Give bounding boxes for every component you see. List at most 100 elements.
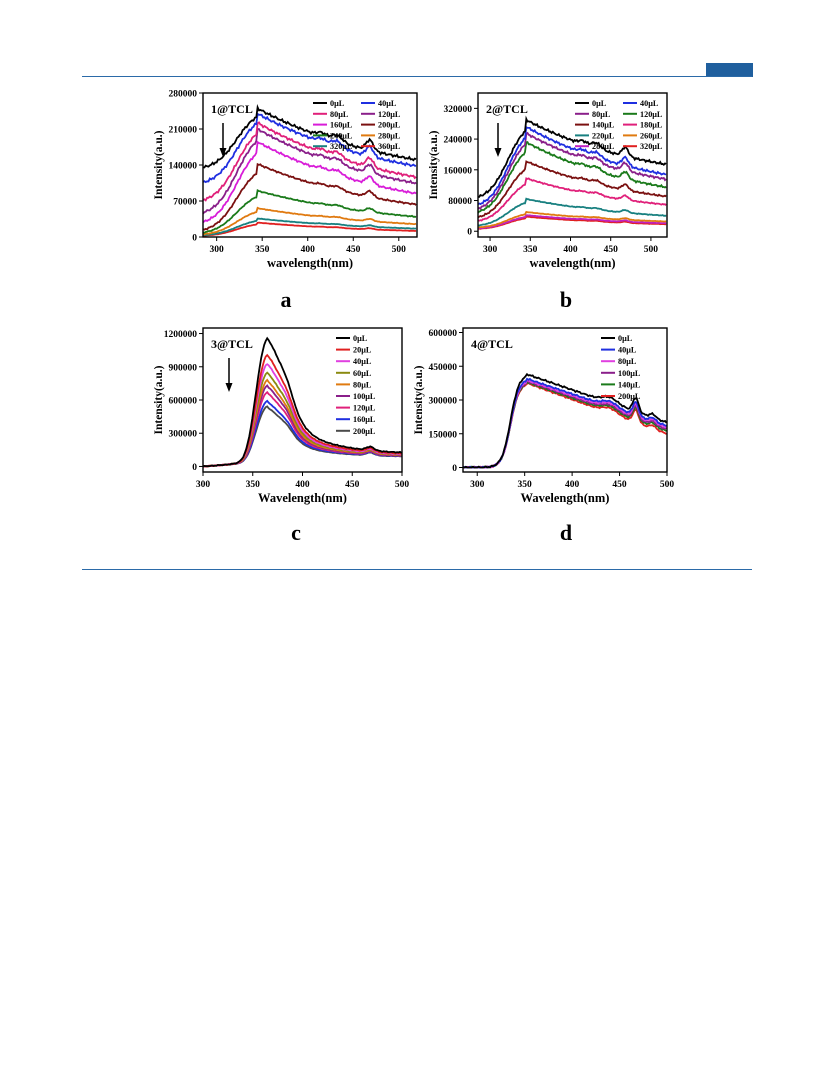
sample-annotation-c: 3@TCL bbox=[211, 337, 253, 351]
panel-letter-d: d bbox=[559, 520, 573, 545]
series-line-c-0 bbox=[202, 336, 402, 468]
x-tick-label-d-4: 500 bbox=[660, 480, 675, 490]
x-axis-label-d: Wavelength(nm) bbox=[521, 491, 610, 505]
y-tick-label-b-3: 240000 bbox=[444, 136, 473, 146]
y-tick-label-a-2: 140000 bbox=[169, 162, 198, 172]
series-line-b-2 bbox=[477, 131, 667, 211]
x-tick-label-b-0: 300 bbox=[483, 245, 498, 255]
legend-entry-b-4: 140μL bbox=[592, 121, 615, 130]
y-tick-label-b-0: 0 bbox=[467, 228, 472, 238]
legend-entry-a-2: 80μL bbox=[330, 110, 349, 119]
x-tick-label-a-1: 350 bbox=[255, 245, 270, 255]
header-rule bbox=[82, 76, 752, 77]
legend-entry-a-6: 240μL bbox=[330, 131, 353, 140]
y-tick-label-b-4: 320000 bbox=[444, 105, 473, 115]
chart-panel-a: 300 350 400 450 500 0 70000 140000 210000 280000 w… bbox=[150, 85, 425, 285]
legend-entry-c-1: 20μL bbox=[353, 346, 372, 355]
legend-entry-a-1: 40μL bbox=[378, 99, 397, 108]
series-line-a-8 bbox=[202, 217, 417, 237]
header-accent-tab bbox=[706, 63, 753, 77]
legend-entry-c-2: 40μL bbox=[353, 357, 372, 366]
x-tick-label-c-4: 500 bbox=[395, 480, 410, 490]
x-tick-label-a-2: 400 bbox=[301, 245, 316, 255]
x-axis-label-b: wavelength(nm) bbox=[529, 256, 615, 270]
y-axis-label-d: Intensity(a.u.) bbox=[413, 365, 425, 434]
sample-annotation-d: 4@TCL bbox=[471, 337, 513, 351]
legend-entry-a-3: 120μL bbox=[378, 110, 401, 119]
legend-entry-c-8: 200μL bbox=[353, 427, 376, 436]
chart-panel-c: 300 350 400 450 500 0 300000 600000 900000 120000… bbox=[150, 320, 410, 520]
series-line-a-1 bbox=[202, 112, 417, 184]
series-line-d-0 bbox=[463, 372, 668, 469]
y-tick-label-c-3: 900000 bbox=[169, 363, 198, 373]
y-tick-label-a-0: 0 bbox=[192, 234, 197, 244]
legend-entry-b-6: 220μL bbox=[592, 131, 615, 140]
legend-entry-b-3: 120μL bbox=[640, 110, 663, 119]
legend-entry-c-4: 80μL bbox=[353, 380, 372, 389]
y-tick-label-c-0: 0 bbox=[192, 463, 197, 473]
x-tick-label-c-0: 300 bbox=[196, 480, 211, 490]
y-tick-label-d-3: 450000 bbox=[429, 363, 458, 373]
legend-entry-c-3: 60μL bbox=[353, 369, 372, 378]
chart-panel-b: 300 350 400 450 500 0 80000 160000 240000 320000 w… bbox=[425, 85, 675, 285]
x-tick-label-b-4: 500 bbox=[644, 245, 659, 255]
y-tick-label-a-4: 280000 bbox=[169, 90, 198, 100]
x-tick-label-a-4: 500 bbox=[392, 245, 407, 255]
y-tick-label-b-2: 160000 bbox=[444, 166, 473, 176]
y-tick-label-b-1: 80000 bbox=[448, 197, 472, 207]
series-line-a-9 bbox=[202, 221, 417, 237]
x-tick-label-c-3: 450 bbox=[345, 480, 360, 490]
legend-entry-c-7: 160μL bbox=[353, 415, 376, 424]
legend-entry-c-6: 120μL bbox=[353, 404, 376, 413]
y-tick-label-d-4: 600000 bbox=[429, 329, 458, 339]
legend-entry-d-1: 40μL bbox=[618, 346, 637, 355]
panel-letter-c: c bbox=[291, 520, 301, 545]
chart-c-svg: 300 350 400 450 500 0 300000 600000 900000 120000… bbox=[153, 327, 410, 505]
sample-annotation-a: 1@TCL bbox=[211, 102, 253, 116]
down-arrow-icon-a bbox=[219, 148, 227, 157]
sample-annotation-b: 2@TCL bbox=[486, 102, 528, 116]
down-arrow-icon-c bbox=[225, 383, 233, 392]
x-tick-label-b-2: 400 bbox=[563, 245, 578, 255]
y-axis-label-a: Intensity(a.u.) bbox=[153, 130, 165, 199]
x-tick-label-d-0: 300 bbox=[470, 480, 485, 490]
y-axis-label-c: Intensity(a.u.) bbox=[153, 365, 165, 434]
y-tick-label-a-1: 70000 bbox=[173, 198, 197, 208]
series-line-a-0 bbox=[202, 104, 417, 169]
x-tick-label-b-3: 450 bbox=[604, 245, 619, 255]
x-tick-label-d-1: 350 bbox=[518, 480, 533, 490]
legend-entry-b-7: 260μL bbox=[640, 131, 663, 140]
legend-entry-b-0: 0μL bbox=[592, 99, 607, 108]
x-tick-label-c-1: 350 bbox=[246, 480, 261, 490]
y-tick-label-d-1: 150000 bbox=[429, 430, 458, 440]
x-tick-label-d-2: 400 bbox=[565, 480, 580, 490]
y-axis-label-b: Intensity(a.u.) bbox=[428, 130, 440, 199]
down-arrow-icon-b bbox=[494, 148, 502, 157]
legend-entry-a-7: 280μL bbox=[378, 131, 401, 140]
panel-letter-a: a bbox=[280, 287, 292, 312]
chart-b-svg: 300 350 400 450 500 0 80000 160000 240000 320000 w… bbox=[428, 92, 668, 270]
y-tick-label-d-2: 300000 bbox=[429, 397, 458, 407]
plot-frame-b bbox=[477, 92, 668, 238]
legend-entry-c-5: 100μL bbox=[353, 392, 376, 401]
legend-entry-b-5: 180μL bbox=[640, 121, 663, 130]
legend-entry-b-9: 320μL bbox=[640, 142, 663, 151]
x-tick-label-b-1: 350 bbox=[523, 245, 538, 255]
series-line-b-7 bbox=[477, 210, 667, 229]
series-line-b-4 bbox=[477, 160, 667, 219]
x-tick-label-d-3: 450 bbox=[612, 480, 627, 490]
y-tick-label-c-2: 600000 bbox=[169, 397, 198, 407]
series-line-a-6 bbox=[202, 189, 417, 234]
legend-entry-b-2: 80μL bbox=[592, 110, 611, 119]
legend-entry-a-4: 160μL bbox=[330, 121, 353, 130]
legend-entry-c-0: 0μL bbox=[353, 334, 368, 343]
legend-entry-d-5: 200μL bbox=[618, 392, 641, 401]
y-tick-label-c-1: 300000 bbox=[169, 430, 198, 440]
series-line-a-3 bbox=[202, 128, 417, 215]
legend-entry-d-0: 0μL bbox=[618, 334, 633, 343]
chart-d-svg: 300 350 400 450 500 0 150000 300000 450000 600000… bbox=[413, 327, 675, 505]
series-line-b-6 bbox=[477, 197, 667, 227]
legend-entry-b-8: 280μL bbox=[592, 142, 615, 151]
panel-letter-b: b bbox=[559, 287, 573, 312]
legend-entry-b-1: 40μL bbox=[640, 99, 659, 108]
